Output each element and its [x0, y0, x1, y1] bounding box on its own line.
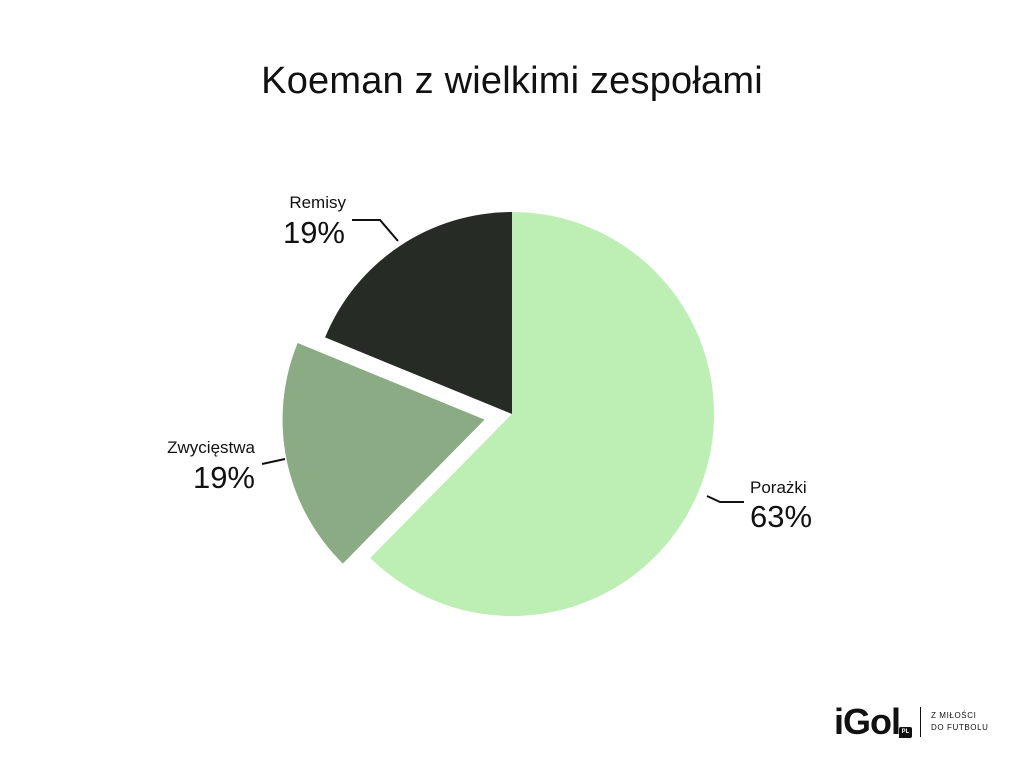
- pie-slices: [282, 211, 715, 616]
- leader-line: [706, 495, 744, 503]
- slice-label-name: Remisy: [289, 193, 346, 212]
- logo-tagline-line1: Z MIŁOŚCI: [931, 711, 977, 720]
- pie-slice-porażki: [370, 212, 715, 616]
- logo-tagline: Z MIŁOŚCI DO FUTBOLU: [931, 710, 989, 734]
- logo-divider: [920, 707, 921, 737]
- slice-label-value: 19%: [283, 215, 345, 250]
- slice-label-value: 63%: [750, 499, 812, 534]
- pie-slice-zwycięstwa: [282, 343, 485, 564]
- logo-tagline-line2: DO FUTBOLU: [931, 723, 989, 732]
- slice-label-name: Porażki: [750, 478, 807, 497]
- slice-label-value: 19%: [193, 460, 255, 495]
- leader-line: [261, 458, 286, 465]
- pie-labels: Porażki 63% Zwycięstwa 19% Remisy 19%: [167, 193, 812, 534]
- slice-label-name: Zwycięstwa: [167, 438, 255, 457]
- leader-line: [352, 219, 399, 242]
- pie-slice-remisy: [325, 211, 512, 414]
- logo-wordmark-text: iGol: [834, 701, 901, 742]
- logo-badge: PL: [899, 727, 912, 738]
- logo-wordmark: iGol PL: [834, 701, 912, 742]
- chart-title: Koeman z wielkimi zespołami: [261, 60, 763, 102]
- igol-logo: iGol PL Z MIŁOŚCI DO FUTBOLU: [834, 700, 989, 744]
